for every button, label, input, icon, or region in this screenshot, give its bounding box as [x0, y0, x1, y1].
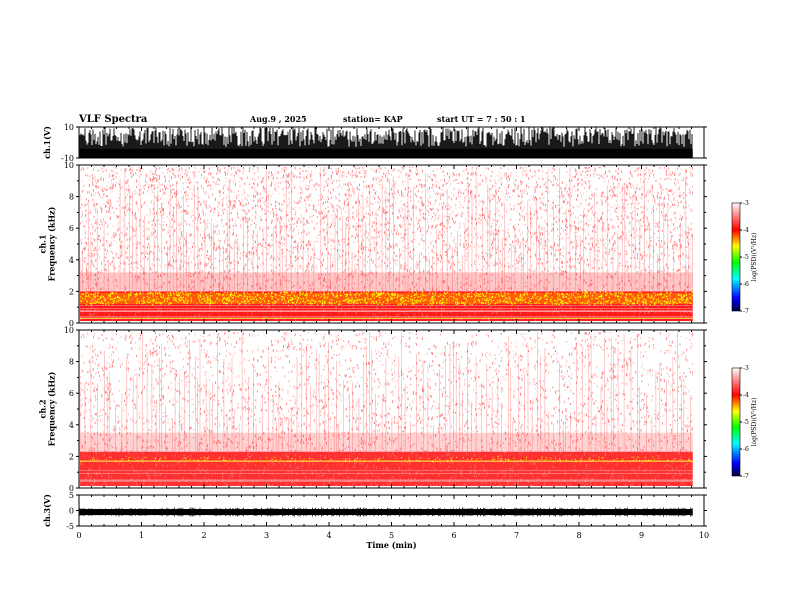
colorbar-tick-label: -3 — [743, 200, 749, 207]
figure-title: VLF Spectra — [78, 114, 148, 125]
waveform-trace — [79, 127, 693, 158]
y-tick-label: 2 — [69, 287, 74, 296]
station-label: station= KAP — [343, 114, 403, 124]
colorbar-label: log(PSD)(V²/Hz) — [751, 233, 758, 282]
y-axis-label: Frequency (kHz) — [47, 206, 57, 281]
x-tick-label: 5 — [389, 531, 394, 540]
speckle-strong — [80, 167, 693, 321]
ch1-colorbar: -3 -4 -5 -6 -7 log(PSD)(V²/Hz) — [731, 200, 758, 315]
y-tick-label: 10 — [64, 326, 74, 335]
x-tick-label: 9 — [639, 531, 644, 540]
x-tick-label: 10 — [699, 531, 709, 540]
y-axis-label: Frequency (kHz) — [47, 371, 57, 446]
y-tick-label: 8 — [69, 358, 74, 367]
colorbar-gradient — [731, 367, 741, 477]
colorbar-tick-label: -7 — [743, 308, 749, 315]
y-tick-label: 10 — [64, 161, 74, 170]
x-tick-label: 6 — [451, 531, 456, 540]
sferic-streaks — [79, 332, 691, 486]
y-axis-label: ch.2 — [38, 399, 48, 418]
y-axis-label: ch.3(V) — [42, 494, 52, 527]
colorbar-tick-label: -4 — [743, 227, 749, 234]
y-tick-label: -5 — [66, 522, 74, 531]
x-tick-label: 4 — [326, 531, 331, 540]
ch1-spectrogram-panel: 0 2 4 6 8 10 ch.1 Frequency (kHz) — [38, 161, 707, 328]
x-tick-label: 8 — [576, 531, 581, 540]
waveform-trace — [79, 507, 693, 517]
band-high — [80, 292, 693, 305]
start-time-label: start UT = 7 : 50 : 1 — [437, 114, 526, 124]
colorbar-tick-label: -5 — [743, 419, 749, 426]
spectrogram-image — [79, 332, 693, 486]
y-tick-label: 2 — [69, 452, 74, 461]
time-axis: 0 1 2 3 4 5 6 7 8 9 10 Time (min) — [76, 531, 709, 550]
colorbar-tick-label: -6 — [743, 446, 749, 453]
colorbar-tick-label: -3 — [743, 365, 749, 372]
x-tick-label: 1 — [139, 531, 144, 540]
ch2-colorbar: -3 -4 -5 -6 -7 log(PSD)(V²/Hz) — [731, 365, 758, 480]
spectrogram-image — [79, 167, 693, 321]
ch3-waveform-panel: 5 0 -5 ch.3(V) — [42, 491, 707, 531]
x-tick-label: 2 — [201, 531, 206, 540]
ch2-spectrogram-panel: 0 2 4 6 8 10 ch.2 Frequency (kHz) — [38, 326, 707, 493]
x-tick-label: 3 — [264, 531, 269, 540]
x-axis-label: Time (min) — [366, 540, 416, 550]
y-tick-label: 0 — [69, 507, 74, 516]
y-tick-label: 0 — [69, 319, 74, 328]
colorbar-gradient — [731, 202, 741, 312]
y-tick-label: 5 — [69, 491, 74, 500]
colorbar-label: log(PSD)(V²/Hz) — [751, 398, 758, 447]
sferic-streaks — [79, 167, 693, 321]
y-tick-label: 0 — [69, 484, 74, 493]
colorbar-tick-label: -7 — [743, 473, 749, 480]
y-tick-label: 10 — [64, 123, 74, 132]
y-tick-label: 6 — [69, 389, 74, 398]
y-tick-label: -10 — [61, 154, 74, 163]
colorbar-tick-label: -5 — [743, 254, 749, 261]
x-tick-label: 7 — [514, 531, 519, 540]
speckle-weak — [80, 167, 693, 321]
band-mid — [80, 432, 693, 452]
y-tick-label: 4 — [69, 256, 74, 265]
band-high-highlights — [80, 291, 693, 306]
colorbar-tick-label: -6 — [743, 281, 749, 288]
y-tick-label: 8 — [69, 193, 74, 202]
x-tick-label: 0 — [76, 531, 81, 540]
y-tick-label: 6 — [69, 224, 74, 233]
y-axis-label: ch.1(V) — [42, 126, 52, 159]
date-label: Aug.9 , 2025 — [249, 114, 307, 124]
ch1-waveform-panel: 10 -10 ch.1(V) — [42, 123, 707, 163]
band-mid — [80, 272, 693, 292]
colorbar-tick-label: -4 — [743, 392, 749, 399]
speckle-strong — [80, 332, 693, 486]
y-tick-label: 4 — [69, 421, 74, 430]
y-axis-label: ch.1 — [38, 234, 48, 253]
